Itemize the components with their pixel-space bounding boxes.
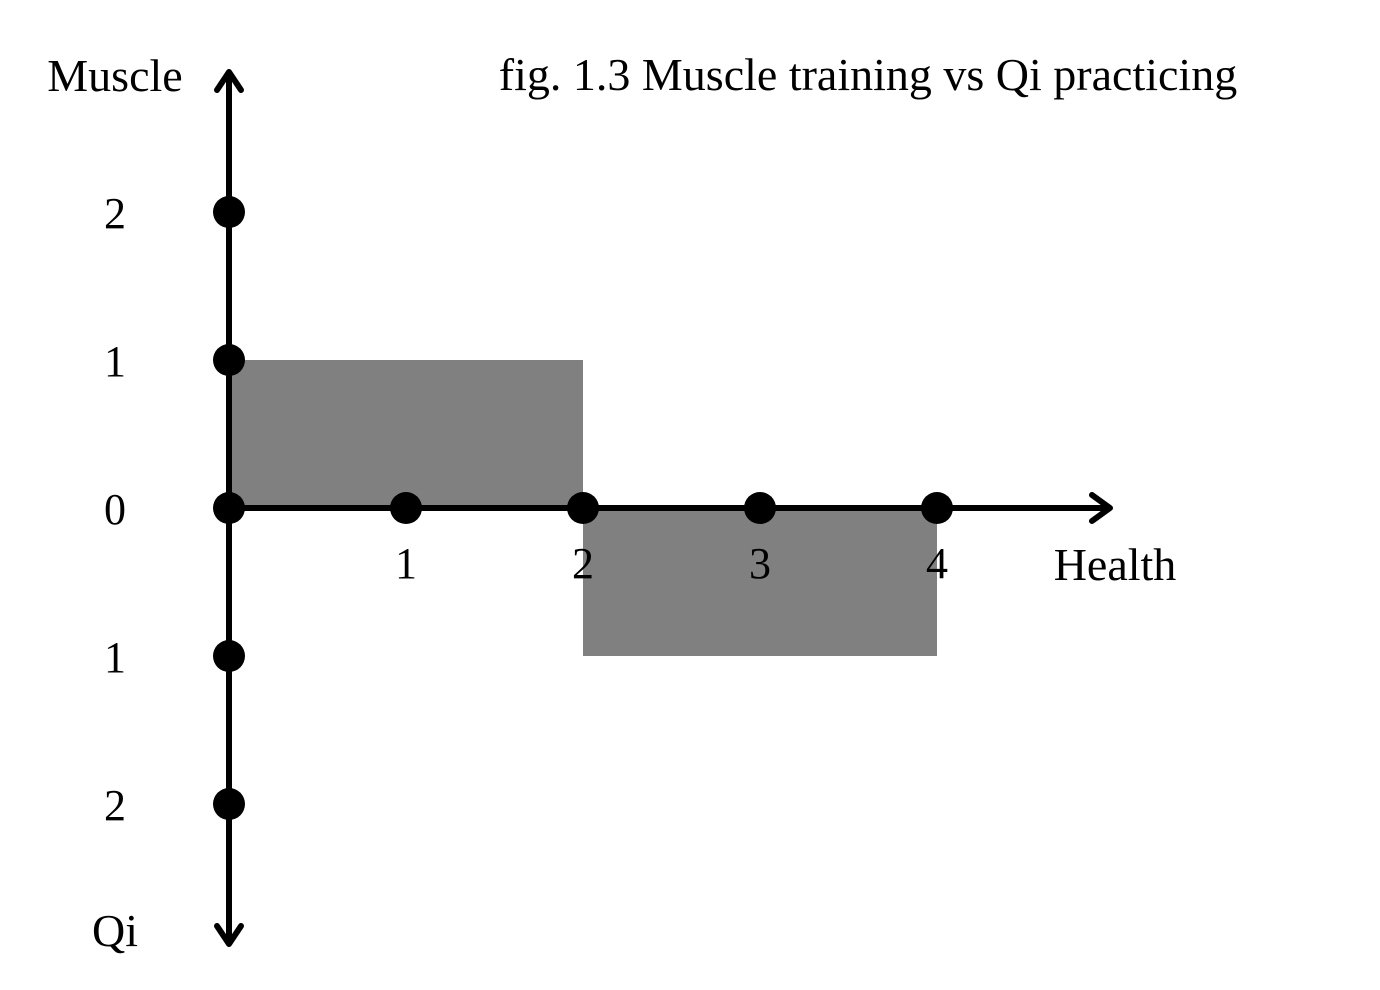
- x-tick-label-3: 3: [749, 539, 771, 588]
- y-tick-dot-1: [213, 196, 245, 228]
- x-tick-label-4: 4: [926, 539, 948, 588]
- y-tick-label-5: 2: [104, 781, 126, 830]
- x-tick-label-1: 1: [395, 539, 417, 588]
- y-tick-dot-5: [213, 788, 245, 820]
- bar-2: [583, 508, 937, 656]
- x-axis-label: Health: [1054, 539, 1177, 590]
- y-tick-dot-4: [213, 640, 245, 672]
- y-tick-dot-3: [213, 492, 245, 524]
- x-tick-dot-2: [567, 492, 599, 524]
- y-axis-label-top: Muscle: [47, 50, 182, 101]
- chart-title: fig. 1.3 Muscle training vs Qi practicin…: [499, 49, 1237, 100]
- x-tick-dot-4: [921, 492, 953, 524]
- labels-layer: fig. 1.3 Muscle training vs Qi practicin…: [47, 49, 1237, 956]
- x-axis-arrow-icon: [1089, 492, 1113, 524]
- x-tick-dot-3: [744, 492, 776, 524]
- bars-layer: [229, 360, 937, 656]
- y-tick-label-2: 1: [104, 337, 126, 386]
- y-tick-dot-2: [213, 344, 245, 376]
- y-tick-label-4: 1: [104, 633, 126, 682]
- x-tick-dot-1: [390, 492, 422, 524]
- x-tick-label-2: 2: [572, 539, 594, 588]
- y-axis-up-arrow-icon: [214, 69, 244, 93]
- axes-layer: [214, 69, 1113, 947]
- y-tick-label-3: 0: [104, 485, 126, 534]
- y-tick-label-1: 2: [104, 189, 126, 238]
- bar-1: [229, 360, 583, 508]
- points-layer: [213, 196, 953, 820]
- y-axis-label-bottom: Qi: [92, 905, 138, 956]
- y-axis-down-arrow-icon: [214, 923, 244, 947]
